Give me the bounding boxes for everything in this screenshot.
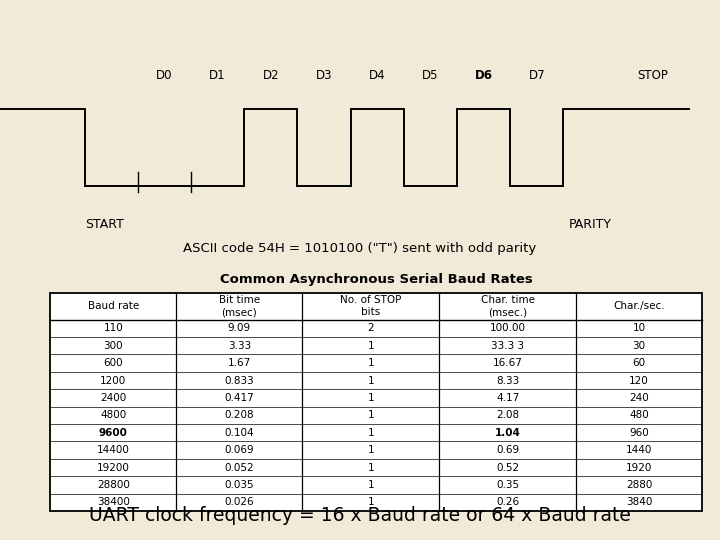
Text: 0.035: 0.035 <box>225 480 254 490</box>
Text: Char. time: Char. time <box>481 295 534 305</box>
Text: 0.417: 0.417 <box>225 393 254 403</box>
Text: Common Asynchronous Serial Baud Rates: Common Asynchronous Serial Baud Rates <box>220 273 533 286</box>
Text: No. of STOP: No. of STOP <box>340 295 402 305</box>
Text: 3.33: 3.33 <box>228 341 251 350</box>
Text: 1: 1 <box>367 358 374 368</box>
Text: 0.208: 0.208 <box>225 410 254 420</box>
Text: (msec.): (msec.) <box>488 307 527 317</box>
Text: 480: 480 <box>629 410 649 420</box>
Text: 30: 30 <box>632 341 646 350</box>
Text: 2880: 2880 <box>626 480 652 490</box>
Text: 1: 1 <box>367 497 374 508</box>
Text: 0.104: 0.104 <box>225 428 254 438</box>
Text: 1: 1 <box>367 463 374 472</box>
Text: 60: 60 <box>632 358 646 368</box>
Text: D4: D4 <box>369 69 385 82</box>
Text: 3840: 3840 <box>626 497 652 508</box>
Text: 0.52: 0.52 <box>496 463 519 472</box>
Text: 1200: 1200 <box>100 375 127 386</box>
Text: 1.67: 1.67 <box>228 358 251 368</box>
Text: 9600: 9600 <box>99 428 128 438</box>
Text: 28800: 28800 <box>97 480 130 490</box>
Text: 1: 1 <box>367 445 374 455</box>
Text: 8.33: 8.33 <box>496 375 519 386</box>
Text: 0.35: 0.35 <box>496 480 519 490</box>
Bar <box>50 293 702 511</box>
Text: D7: D7 <box>528 69 545 82</box>
Text: 600: 600 <box>104 358 123 368</box>
Text: Bit time: Bit time <box>219 295 260 305</box>
Text: 2: 2 <box>367 323 374 333</box>
Text: UART clock frequency = 16 x Baud rate or 64 x Baud rate: UART clock frequency = 16 x Baud rate or… <box>89 506 631 525</box>
Text: (msec): (msec) <box>222 307 257 317</box>
Text: 300: 300 <box>104 341 123 350</box>
Text: 110: 110 <box>104 323 123 333</box>
Text: 1: 1 <box>367 480 374 490</box>
Text: 1920: 1920 <box>626 463 652 472</box>
Text: STOP: STOP <box>637 69 668 82</box>
Text: Char./sec.: Char./sec. <box>613 301 665 311</box>
Text: 10: 10 <box>632 323 646 333</box>
Text: 33.3 3: 33.3 3 <box>491 341 524 350</box>
Text: 960: 960 <box>629 428 649 438</box>
Text: 1440: 1440 <box>626 445 652 455</box>
Text: 0.833: 0.833 <box>225 375 254 386</box>
Text: PARITY: PARITY <box>569 218 611 231</box>
Text: 1: 1 <box>367 428 374 438</box>
Text: 2.08: 2.08 <box>496 410 519 420</box>
Text: 0.026: 0.026 <box>225 497 254 508</box>
Text: bits: bits <box>361 307 380 317</box>
Bar <box>50 293 702 511</box>
Text: 4.17: 4.17 <box>496 393 519 403</box>
Text: START: START <box>86 218 125 231</box>
Text: D1: D1 <box>210 69 226 82</box>
Text: 38400: 38400 <box>97 497 130 508</box>
Text: D0: D0 <box>156 69 173 82</box>
Text: 240: 240 <box>629 393 649 403</box>
Text: 120: 120 <box>629 375 649 386</box>
Text: 100.00: 100.00 <box>490 323 526 333</box>
Text: Baud rate: Baud rate <box>88 301 139 311</box>
Text: D2: D2 <box>263 69 279 82</box>
Text: 4800: 4800 <box>100 410 127 420</box>
Text: 1: 1 <box>367 410 374 420</box>
Text: 0.069: 0.069 <box>225 445 254 455</box>
Text: 1.04: 1.04 <box>495 428 521 438</box>
Text: 16.67: 16.67 <box>492 358 523 368</box>
Text: D3: D3 <box>316 69 332 82</box>
Text: 0.69: 0.69 <box>496 445 519 455</box>
Text: 1: 1 <box>367 393 374 403</box>
Text: 14400: 14400 <box>97 445 130 455</box>
Text: 2400: 2400 <box>100 393 127 403</box>
Text: ASCII code 54H = 1010100 ("T") sent with odd parity: ASCII code 54H = 1010100 ("T") sent with… <box>184 242 536 255</box>
Text: 9.09: 9.09 <box>228 323 251 333</box>
Text: 0.052: 0.052 <box>225 463 254 472</box>
Text: 1: 1 <box>367 375 374 386</box>
Text: 0.26: 0.26 <box>496 497 519 508</box>
Text: D5: D5 <box>422 69 438 82</box>
Text: D6: D6 <box>474 69 492 82</box>
Text: 1: 1 <box>367 341 374 350</box>
Text: 19200: 19200 <box>97 463 130 472</box>
